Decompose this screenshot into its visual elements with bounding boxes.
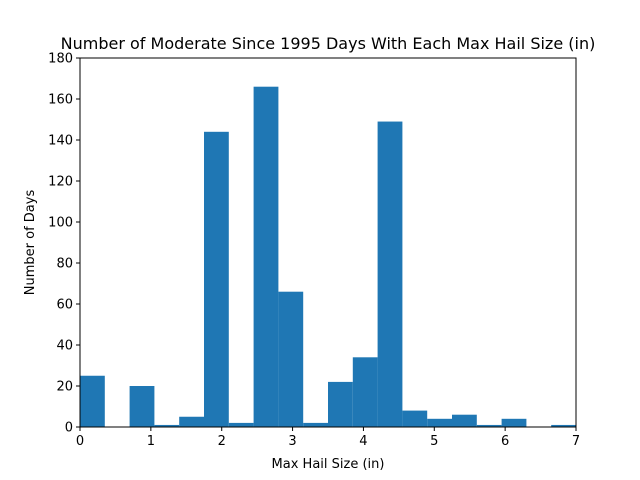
x-axis-label: Max Hail Size (in) [272,457,385,472]
bar [303,422,328,427]
y-axis-ticks: 0 20 40 60 80 100 120 140 160 180 [48,52,80,436]
x-tick-label: 7 [572,434,580,449]
bar [427,418,452,427]
bar [402,410,428,427]
bars-group [80,86,576,428]
bar [204,131,229,428]
y-tick-label: 140 [48,134,73,149]
bar [476,424,502,427]
axes-frame [79,57,577,428]
bar [80,375,105,427]
bar [377,121,403,428]
y-tick-label: 100 [48,216,73,231]
bar [452,414,477,427]
y-tick-label: 160 [48,93,73,108]
y-tick-label: 80 [56,257,73,272]
bar [352,357,378,427]
x-tick-label: 1 [147,434,155,449]
chart-title: Number of Moderate Since 1995 Days With … [61,34,596,53]
bar [253,86,279,427]
bar [328,381,353,427]
y-tick-label: 120 [48,175,73,190]
y-axis-label: Number of Days [23,190,38,296]
x-tick-label: 6 [501,434,509,449]
y-tick-label: 180 [48,52,73,67]
bar [154,424,180,427]
bar [551,424,576,427]
bar [501,418,527,427]
x-tick-label: 4 [359,434,367,449]
y-tick-label: 60 [56,298,73,313]
x-tick-label: 5 [430,434,438,449]
bar [228,422,254,427]
bar [278,291,304,427]
x-axis-ticks: 0 1 2 3 4 5 6 7 [76,427,580,449]
y-tick-label: 0 [65,421,73,436]
bar [129,386,155,427]
bar [179,416,204,427]
y-tick-label: 20 [56,380,73,395]
x-tick-label: 3 [288,434,296,449]
y-tick-label: 40 [56,339,73,354]
x-tick-label: 2 [218,434,226,449]
x-tick-label: 0 [76,434,84,449]
